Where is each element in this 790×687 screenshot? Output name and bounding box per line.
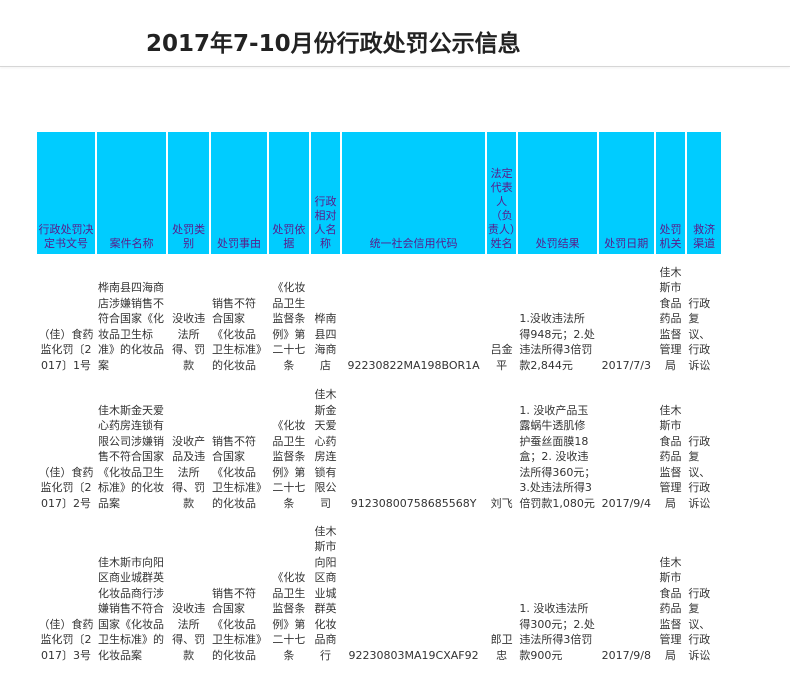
page-title: 2017年7-10月份行政处罚公示信息 [146, 31, 521, 57]
header-basis: 处罚依据 [269, 132, 309, 255]
cell-basis: 《化妆品卫生监督条例》第二十七条 [272, 419, 306, 510]
header-case-name: 案件名称 [97, 132, 167, 255]
cell-party: 桦南县四海商店 [314, 312, 337, 372]
header-credit-code: 统一社会信用代码 [342, 132, 485, 255]
cell-credit-code: 92230822MA198BOR1A [347, 358, 480, 372]
cell-legal-rep: 郎卫忠 [490, 633, 513, 662]
title-divider [0, 66, 790, 67]
cell-party: 佳木斯市向阳区商业城群英化妆品商行 [314, 524, 337, 662]
cell-category: 没收违法所得、罚款 [172, 312, 206, 372]
header-doc-no: 行政处罚决定书文号 [37, 132, 96, 255]
header-category: 处罚类别 [168, 132, 210, 255]
header-result: 处罚结果 [518, 132, 597, 255]
header-authority: 处罚机关 [655, 132, 686, 255]
cell-reason: 销售不符合国家《化妆品卫生标准》的化妆品 [212, 434, 262, 510]
cell-authority: 佳木斯市食品药品监督管理局 [659, 555, 682, 662]
cell-result: 1.没收违法所得948元；2.处违法所得3倍罚款2,844元 [519, 312, 595, 372]
cell-basis: 《化妆品卫生监督条例》第二十七条 [272, 281, 306, 372]
header-party: 行政相对人名称 [310, 132, 341, 255]
cell-basis: 《化妆品卫生监督条例》第二十七条 [272, 571, 306, 662]
table-row: （佳）食药监化罚〔2017〕3号 佳木斯市向阳区商业城群英化妆品商行涉嫌销售不符… [37, 513, 721, 665]
cell-authority: 佳木斯市食品药品监督管理局 [659, 265, 682, 372]
cell-doc-no: （佳）食药监化罚〔2017〕1号 [38, 327, 94, 372]
cell-reason: 销售不符合国家《化妆品卫生标准》的化妆品 [212, 296, 262, 372]
cell-legal-rep: 吕金平 [490, 343, 513, 372]
header-reason: 处罚事由 [211, 132, 268, 255]
cell-category: 没收产品及违法所得、罚款 [172, 434, 206, 510]
cell-case-name: 桦南县四海商店涉嫌销售不符合国家《化妆品卫生标准》的化妆品案 [98, 281, 165, 372]
cell-remedy: 行政复议、行政诉讼 [688, 296, 711, 372]
cell-date: 2017/9/8 [601, 648, 651, 662]
cell-category: 没收违法所得、罚款 [172, 602, 206, 662]
table-header-row: 行政处罚决定书文号 案件名称 处罚类别 处罚事由 处罚依据 行政相对人名称 统一… [37, 132, 721, 255]
cell-credit-code: 91230800758685568Y [350, 496, 477, 510]
header-legal-rep: 法定代表人（负责人）姓名 [486, 132, 517, 255]
cell-case-name: 佳木斯金天爱心药房连锁有限公司涉嫌销售不符合国家《化妆品卫生标准》的化妆品案 [98, 403, 165, 510]
cell-authority: 佳木斯市食品药品监督管理局 [659, 403, 682, 510]
table-row: （佳）食药监化罚〔2017〕1号 桦南县四海商店涉嫌销售不符合国家《化妆品卫生标… [37, 255, 721, 375]
penalty-table: 行政处罚决定书文号 案件名称 处罚类别 处罚事由 处罚依据 行政相对人名称 统一… [35, 132, 723, 665]
cell-case-name: 佳木斯市向阳区商业城群英化妆品商行涉嫌销售不符合国家《化妆品卫生标准》的化妆品案 [98, 555, 165, 662]
cell-credit-code: 92230803MA19CXAF92 [348, 648, 479, 662]
cell-reason: 销售不符合国家《化妆品卫生标准》的化妆品 [212, 586, 262, 662]
header-date: 处罚日期 [598, 132, 654, 255]
cell-result: 1. 没收违法所得300元；2.处违法所得3倍罚款900元 [519, 602, 595, 662]
cell-legal-rep: 刘飞 [490, 496, 513, 510]
cell-remedy: 行政复议、行政诉讼 [688, 434, 711, 510]
cell-result: 1. 没收产品玉露蜗牛透肌修护蚕丝面膜18盒；2. 没收违法所得360元；3.处… [519, 403, 596, 510]
header-remedy: 救济渠道 [687, 132, 721, 255]
cell-remedy: 行政复议、行政诉讼 [688, 586, 711, 662]
cell-doc-no: （佳）食药监化罚〔2017〕2号 [38, 465, 94, 510]
table-row: （佳）食药监化罚〔2017〕2号 佳木斯金天爱心药房连锁有限公司涉嫌销售不符合国… [37, 375, 721, 513]
cell-date: 2017/7/3 [601, 358, 651, 372]
cell-party: 佳木斯金天爱心药房连锁有限公司 [314, 388, 337, 510]
cell-doc-no: （佳）食药监化罚〔2017〕3号 [38, 617, 94, 662]
cell-date: 2017/9/4 [601, 496, 651, 510]
